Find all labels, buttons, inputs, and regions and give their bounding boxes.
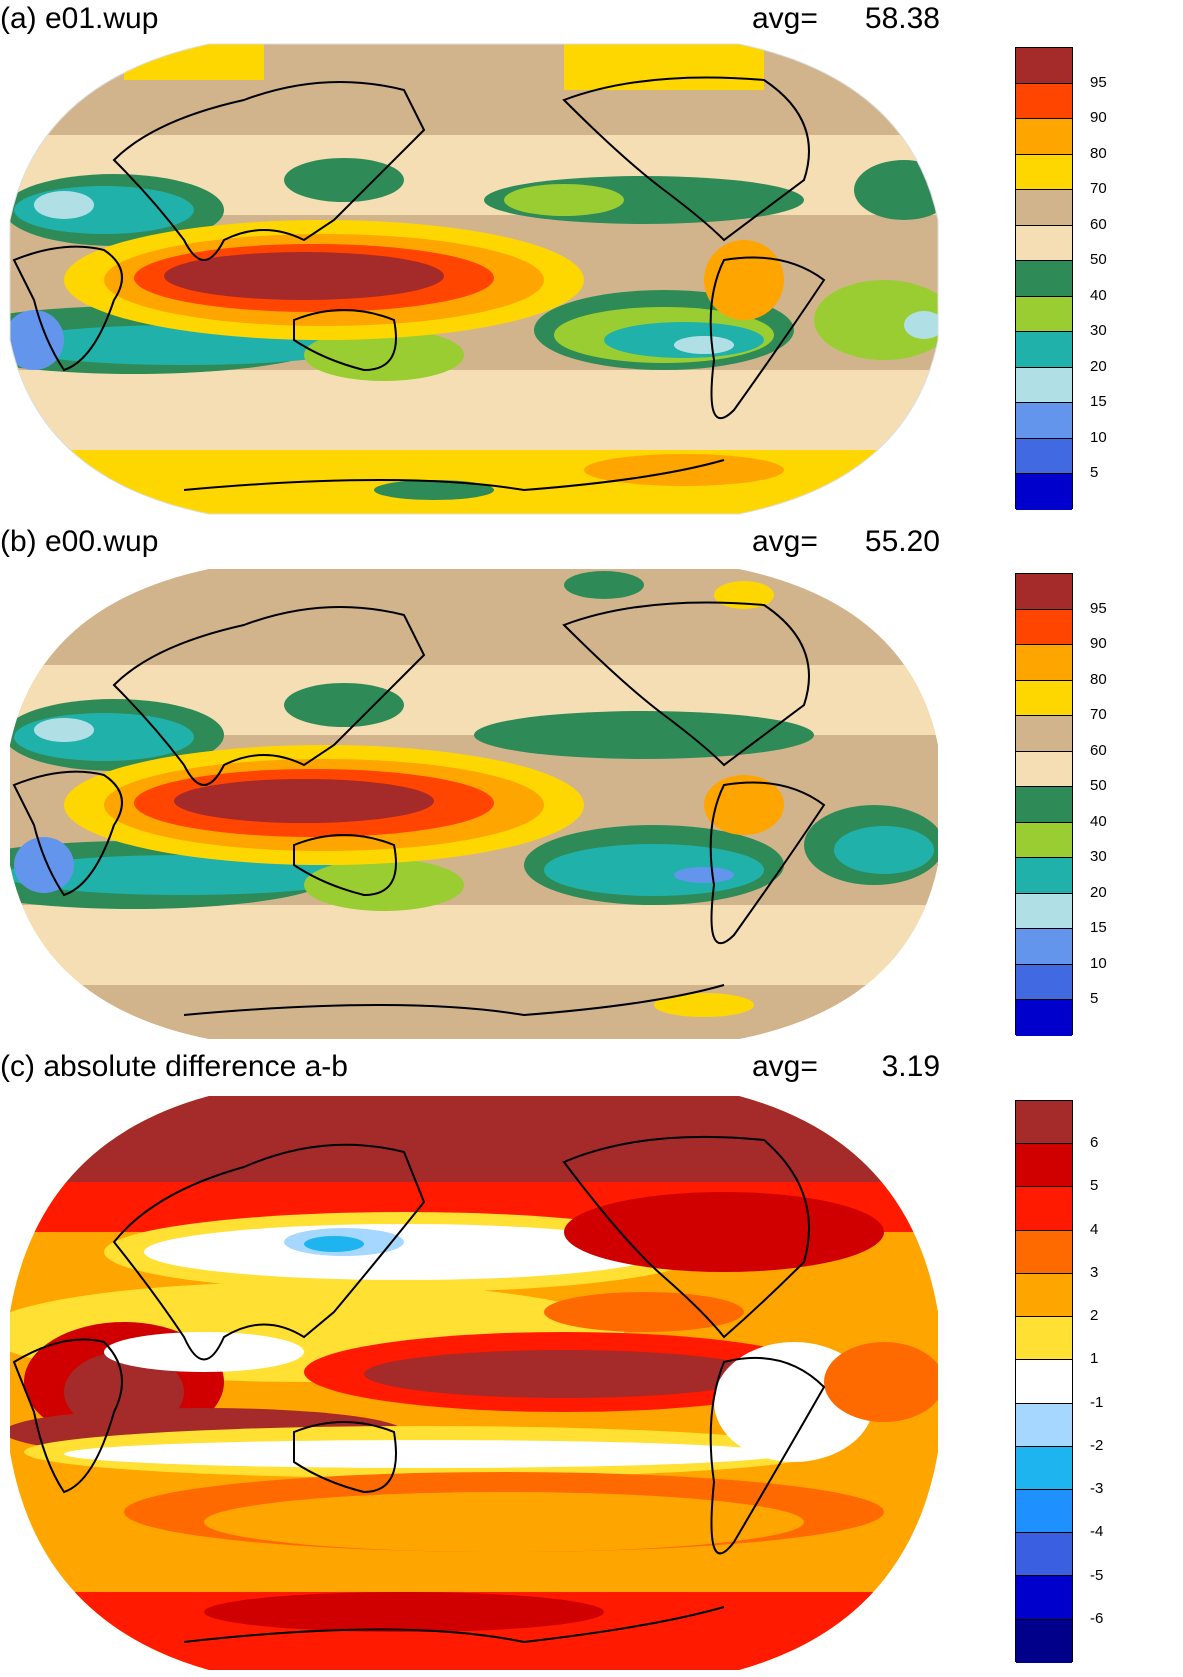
avg-value: 58.38 [864,2,940,35]
colorbar-swatch [1016,1446,1072,1490]
map-b [10,569,938,1039]
colorbar-swatch [1016,1230,1072,1274]
colorbar-tick-label: 6 [1090,1134,1099,1152]
colorbar-swatch [1016,296,1072,333]
colorbar-tick-label: 1 [1090,1350,1099,1368]
colorbar-swatch [1016,822,1072,859]
colorbar-tick-label: -4 [1090,1523,1104,1541]
colorbar-tick-label: 20 [1090,357,1107,375]
colorbar-swatch [1016,893,1072,930]
colorbar-swatch [1016,964,1072,1001]
colorbar-swatch [1016,751,1072,788]
colorbar-swatch [1016,645,1072,681]
colorbar-tick-label: -2 [1090,1436,1104,1454]
colorbar-tick-label: 50 [1090,251,1107,269]
colorbar-tick-label: 30 [1090,322,1107,340]
colorbar-tick-label: 20 [1090,883,1107,901]
colorbar-tick-label: -5 [1090,1566,1104,1584]
colorbar-tick-label: -6 [1090,1609,1104,1627]
colorbar-tick-label: 15 [1090,919,1107,937]
colorbar-a [1015,47,1073,510]
colorbar-tick-label: 50 [1090,777,1107,795]
colorbar-swatch [1016,474,1072,510]
colorbar-swatch [1016,858,1072,894]
colorbar-tick-label: 80 [1090,144,1107,162]
colorbar-swatch [1016,367,1072,404]
colorbar-swatch [1016,83,1072,120]
colorbar-swatch [1016,716,1072,752]
panel-title: (b) e00.wup [0,525,159,558]
panel-title: (a) e01.wup [0,2,159,35]
avg-value: 55.20 [864,525,940,558]
colorbar-swatch [1016,438,1072,475]
colorbar-tick-label: 70 [1090,706,1107,724]
colorbar-tick-label: 95 [1090,599,1107,617]
colorbar-swatch [1016,609,1072,646]
colorbar-swatch [1016,403,1072,439]
colorbar-swatch [1016,1000,1072,1036]
colorbar-swatch [1016,1403,1072,1447]
colorbar-tick-label: 30 [1090,848,1107,866]
colorbar-swatch [1016,1317,1072,1361]
colorbar-tick-label: 90 [1090,109,1107,127]
panel-title: (c) absolute difference a-b [0,1050,348,1083]
colorbar-swatch [1016,1489,1072,1534]
colorbar-swatch [1016,48,1072,84]
colorbar-tick-label: 40 [1090,812,1107,830]
colorbar-swatch [1016,332,1072,368]
colorbar-swatch [1016,261,1072,297]
colorbar-swatch [1016,119,1072,155]
colorbar-tick-label: 80 [1090,670,1107,688]
colorbar-tick-label: 5 [1090,1177,1099,1195]
map-a [9,43,939,515]
colorbar-tick-label: -1 [1090,1393,1104,1411]
panel-c: (c) absolute difference a-b avg= 3.19 [0,1050,1183,1677]
colorbar-swatch [1016,1533,1072,1577]
colorbar-swatch [1016,1144,1072,1188]
colorbar-tick-label: 2 [1090,1307,1099,1325]
colorbar-tick-label: 3 [1090,1263,1099,1281]
colorbar-tick-label: 90 [1090,635,1107,653]
colorbar-tick-label: 70 [1090,180,1107,198]
colorbar-tick-label: 60 [1090,741,1107,759]
colorbar-tick-label: 4 [1090,1220,1099,1238]
colorbar-swatch [1016,225,1072,262]
colorbar-swatch [1016,154,1072,191]
colorbar-swatch [1016,787,1072,823]
colorbar-swatch [1016,680,1072,717]
colorbar-swatch [1016,190,1072,226]
panel-b: (b) e00.wup avg= 55.20 [0,525,1183,1045]
colorbar-swatch [1016,1360,1072,1404]
colorbar-swatch [1016,1576,1072,1620]
avg-label: avg= [752,2,818,35]
colorbar-tick-label: 40 [1090,286,1107,304]
colorbar-tick-label: 60 [1090,215,1107,233]
colorbar-swatch [1016,1101,1072,1145]
map-c [10,1096,938,1670]
colorbar-tick-label: 15 [1090,393,1107,411]
colorbar-swatch [1016,574,1072,610]
avg-label: avg= [752,525,818,558]
colorbar-tick-label: 5 [1090,464,1099,482]
colorbar-swatch [1016,929,1072,965]
colorbar-c [1015,1100,1073,1663]
colorbar-tick-label: 10 [1090,428,1107,446]
panel-a: (a) e01.wup avg= 58.38 [0,0,1183,520]
colorbar-swatch [1016,1619,1072,1663]
colorbar-tick-label: 95 [1090,73,1107,91]
colorbar-tick-label: 5 [1090,990,1099,1008]
colorbar-swatch [1016,1273,1072,1318]
colorbar-swatch [1016,1187,1072,1231]
avg-value: 3.19 [881,1050,940,1083]
colorbar-tick-label: 10 [1090,954,1107,972]
colorbar-tick-label: -3 [1090,1480,1104,1498]
avg-label: avg= [752,1050,818,1083]
colorbar-b [1015,573,1073,1036]
